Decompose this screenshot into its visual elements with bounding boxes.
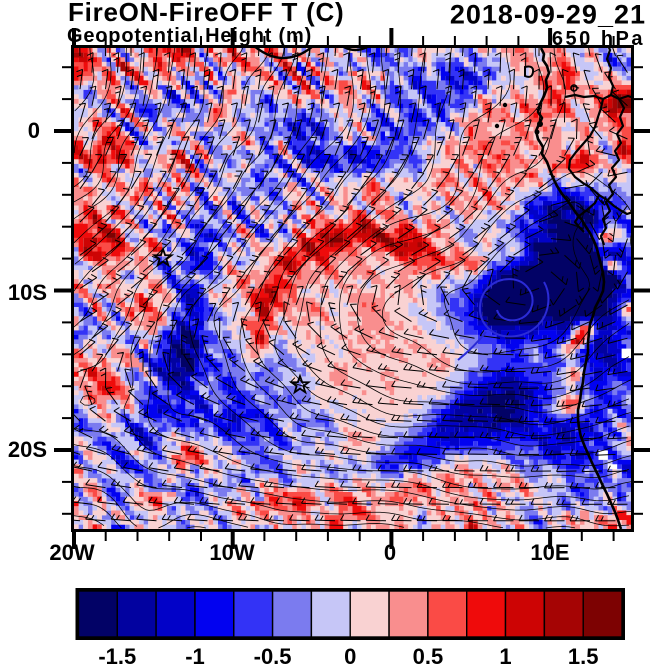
svg-text:-1.5: -1.5 [98, 644, 136, 667]
svg-text:650 hPa: 650 hPa [552, 28, 645, 50]
svg-text:10E: 10E [530, 540, 569, 565]
svg-text:FireON-FireOFF T (C): FireON-FireOFF T (C) [68, 0, 344, 27]
svg-text:1.5: 1.5 [568, 644, 599, 667]
svg-text:Geopotential Height (m): Geopotential Height (m) [67, 25, 312, 47]
svg-text:1: 1 [499, 644, 511, 667]
svg-text:-0.5: -0.5 [254, 644, 292, 667]
svg-text:0: 0 [28, 118, 40, 143]
svg-text:0.5: 0.5 [413, 644, 444, 667]
svg-text:2018-09-29_21: 2018-09-29_21 [450, 0, 646, 30]
svg-text:10S: 10S [8, 280, 47, 305]
svg-text:-1: -1 [185, 644, 205, 667]
svg-text:20W: 20W [49, 540, 94, 565]
svg-text:0: 0 [344, 644, 356, 667]
svg-text:0: 0 [384, 540, 396, 565]
svg-text:20S: 20S [8, 437, 47, 462]
svg-text:10W: 10W [209, 540, 254, 565]
